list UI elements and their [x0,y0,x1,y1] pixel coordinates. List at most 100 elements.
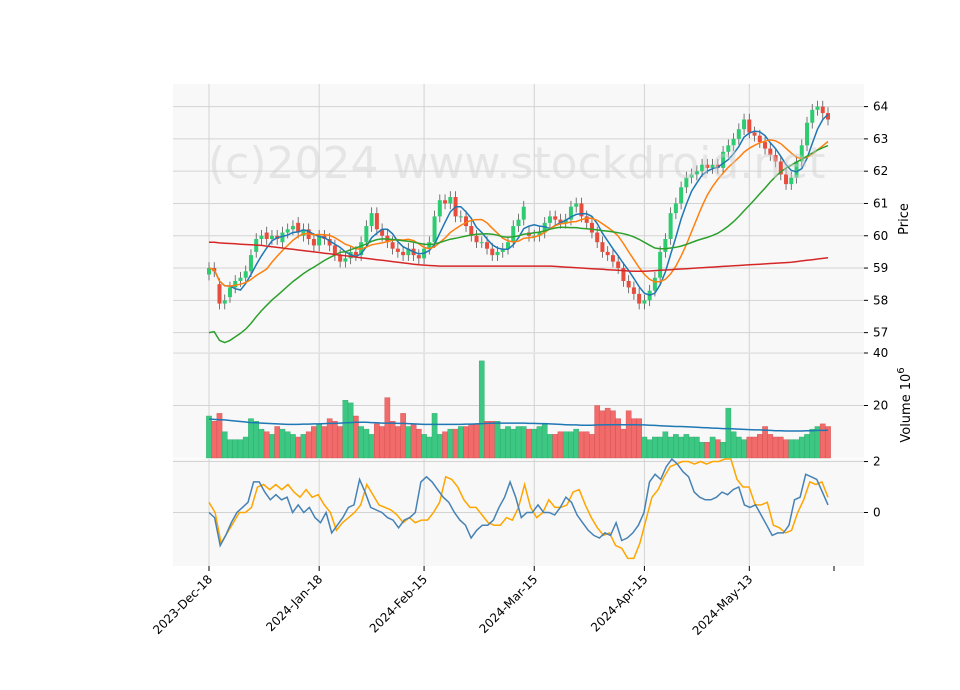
price-tick-label: 59 [873,261,888,275]
candle-body [217,284,222,304]
candle-body [380,229,385,236]
volume-tick-label: 40 [873,346,888,360]
volume-bar [290,434,296,459]
candle-body [715,164,720,168]
volume-bar [311,426,317,459]
candle-body [374,213,379,230]
candle-body [579,203,584,217]
volume-bar [431,413,438,459]
x-tick-label: 2024-Feb-15 [367,572,430,635]
svg-text:Volume106: Volume 106 [896,367,914,442]
candle-body [369,213,374,227]
candle-body [642,300,647,304]
volume-bar [347,402,354,459]
volume-bar [536,426,543,459]
volume-bar [557,431,564,459]
volume-bar [468,423,475,459]
volume-bar [541,423,548,459]
candle-body [558,219,563,223]
candle-body [684,177,689,188]
volume-bar [589,434,595,459]
volume-bar [715,439,721,459]
oscillator-panel: 02 [173,455,881,566]
candle-body [736,129,741,139]
volume-axis-label: Volume 106 [896,367,914,442]
volume-bar [232,439,239,459]
candle-body [537,232,542,236]
candle-body [778,161,783,175]
candle-body [663,238,668,252]
volume-bar [248,418,254,459]
candle-body [280,232,285,243]
candle-body [406,248,411,256]
candle-body [563,219,568,223]
volume-bar [253,421,260,459]
volume-bar [725,407,732,459]
volume-bar [284,431,291,459]
candle-body [673,203,678,214]
volume-bar [384,397,391,459]
x-axis: 2023-Dec-18 2024-Jan-18 2024-Feb-15 2024-Ma… [150,566,835,638]
volume-bar [547,434,553,459]
volume-bar [379,426,385,459]
volume-bar [783,439,789,459]
volume-bar [667,436,674,459]
candle-body [338,255,343,262]
volume-bar [279,428,286,459]
candle-body [610,255,615,262]
volume-bar [374,423,380,459]
candle-body [290,226,295,230]
oscillator-a-line [208,457,829,548]
volume-bar [211,421,218,459]
candle-body [401,251,406,256]
candle-body [815,106,820,110]
candle-body [443,200,448,204]
price-tick-label: 62 [873,164,888,178]
price-tick-label: 60 [873,229,888,243]
price-tick-label: 61 [873,196,888,210]
volume-bar [326,418,333,459]
candle-body [658,251,663,278]
volume-bar [798,436,805,459]
volume-bar [269,434,275,459]
candle-body [207,268,211,275]
volume-bar [819,423,826,459]
candle-body [705,164,710,168]
candle-body [474,235,479,243]
volume-bar [295,436,301,459]
candle-body [605,251,610,256]
candle-body [721,151,726,168]
candle-body [469,226,474,236]
volume-bar [641,436,648,459]
oscillator-tick-label: 2 [873,455,881,469]
volume-bar [741,439,747,459]
candle-body [689,174,694,178]
volume-bar [473,423,480,459]
volume-axis-label-base: 10 [899,374,914,391]
volume-bar [300,434,307,459]
volume-bar [578,431,585,459]
candle-body [327,238,332,246]
price-tick-label: 57 [873,326,888,340]
volume-bar [625,410,632,459]
volume-bar [274,426,280,459]
candle-body [789,177,794,185]
volume-bar [657,436,663,459]
candle-body [416,255,421,259]
candle-body [516,219,521,227]
candle-body [637,293,642,304]
candle-body [269,235,274,239]
volume-bar [678,436,684,459]
price-tick-label: 64 [873,100,888,114]
volume-bar [652,436,658,459]
candle-body [616,261,621,269]
volume-bar [515,426,522,459]
volume-axis-label-power: 6 [896,367,907,373]
volume-bar [484,421,490,459]
volume-bar [730,431,737,459]
volume-ma-line [208,418,829,432]
candle-body [799,145,804,162]
candle-body [296,222,301,233]
volume-bar [736,436,742,459]
